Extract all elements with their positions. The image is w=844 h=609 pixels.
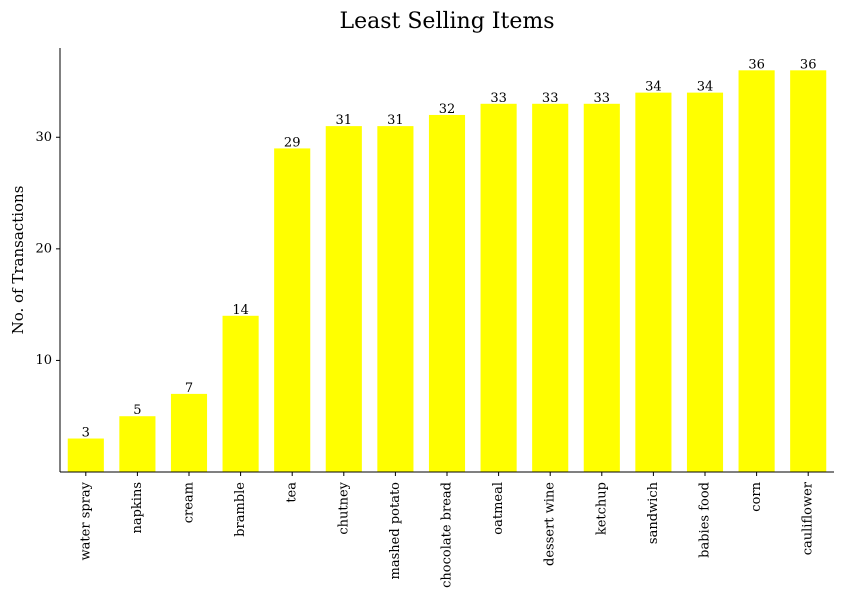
data-label: 36 xyxy=(800,57,817,72)
bar-napkins xyxy=(119,416,156,472)
x-tick-label: cream xyxy=(182,482,197,523)
data-label: 7 xyxy=(185,381,193,396)
bar-dessert-wine xyxy=(532,103,569,472)
x-tick-label: babies food xyxy=(698,482,713,558)
x-tick-label: bramble xyxy=(233,482,248,537)
data-label: 34 xyxy=(697,80,714,95)
bar-cream xyxy=(170,393,208,472)
data-label: 31 xyxy=(387,113,404,128)
x-tick-label: mashed potato xyxy=(388,482,403,580)
bar-tea xyxy=(274,148,311,473)
data-labels-layer: 3 5 7 14 29 31 31 32 33 33 33 34 34 36 36 xyxy=(82,57,817,440)
data-label: 32 xyxy=(439,102,456,117)
x-tick-label: water spray xyxy=(78,481,93,560)
bars-layer xyxy=(67,70,827,473)
x-tick-label: cauliflower xyxy=(801,481,816,555)
bar-chutney xyxy=(325,126,362,473)
bar-ketchup xyxy=(583,103,620,472)
bar-chocolate-bread xyxy=(428,114,466,472)
bar-corn xyxy=(738,70,775,472)
data-label: 5 xyxy=(133,403,141,418)
bar-mashed-potato xyxy=(377,126,414,473)
y-tick-label: 30 xyxy=(35,130,52,145)
y-tick-label: 20 xyxy=(35,241,52,256)
data-label: 14 xyxy=(232,303,249,318)
bar-sandwich xyxy=(635,92,672,472)
ticks-layer: water spray napkins cream bramble tea chutney… xyxy=(35,130,815,588)
bar-babies-food xyxy=(686,92,724,472)
data-label: 29 xyxy=(284,135,301,150)
bar-oatmeal xyxy=(480,103,517,472)
chart-title: Least Selling Items xyxy=(339,9,554,34)
y-axis-label: No. of Transactions xyxy=(9,186,27,335)
bar-water-spray xyxy=(67,438,104,472)
x-tick-label: sandwich xyxy=(646,481,661,544)
x-tick-label: dessert wine xyxy=(543,482,558,566)
data-label: 33 xyxy=(490,91,507,106)
y-tick-label: 10 xyxy=(35,353,52,368)
data-label: 36 xyxy=(748,57,765,72)
data-label: 31 xyxy=(336,113,353,128)
bar-cauliflower xyxy=(790,70,827,472)
data-label: 33 xyxy=(594,91,611,106)
data-label: 3 xyxy=(82,426,90,441)
data-label: 34 xyxy=(645,80,662,95)
data-label: 33 xyxy=(542,91,559,106)
x-tick-label: chutney xyxy=(336,481,351,534)
x-tick-label: oatmeal xyxy=(491,482,506,535)
bar-bramble xyxy=(222,315,259,472)
x-tick-label: napkins xyxy=(130,482,145,534)
x-tick-label: chocolate bread xyxy=(440,482,455,588)
x-tick-label: ketchup xyxy=(594,482,609,535)
x-tick-label: corn xyxy=(749,481,764,511)
x-tick-label: tea xyxy=(285,482,300,503)
